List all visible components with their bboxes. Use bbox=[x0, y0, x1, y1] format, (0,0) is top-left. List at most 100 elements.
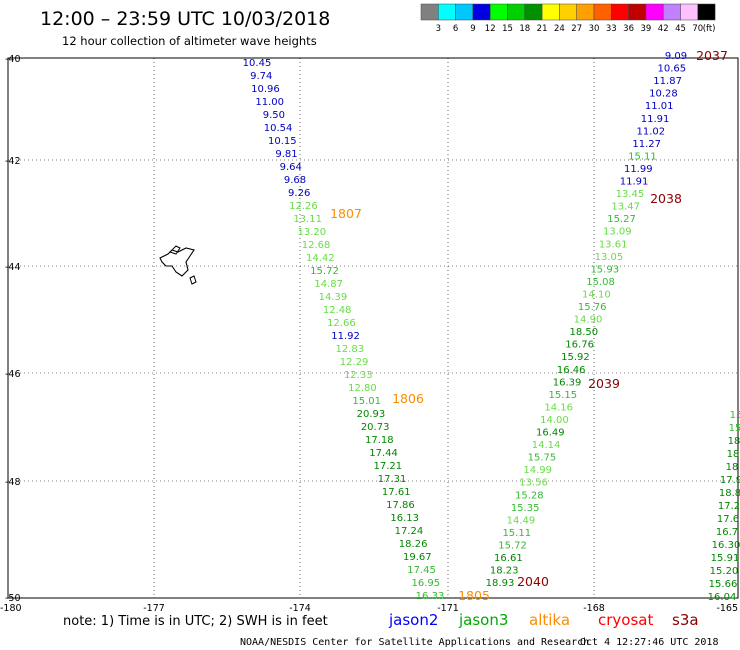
wave-height-value: 9.26 bbox=[288, 188, 310, 199]
wave-height-value: 14.00 bbox=[540, 415, 569, 426]
wave-height-value: 11.01 bbox=[645, 101, 674, 112]
wave-height-value: 10.54 bbox=[264, 123, 293, 134]
wave-height-value: 12.48 bbox=[323, 305, 352, 316]
scale-swatch bbox=[455, 3, 474, 21]
pass-label: 1807 bbox=[330, 206, 362, 221]
wave-height-value: 16.49 bbox=[536, 428, 565, 439]
pass-label: 1806 bbox=[392, 391, 424, 406]
wave-height-value: 14.16 bbox=[544, 402, 573, 413]
wave-height-value: 16.30 bbox=[712, 540, 740, 551]
wave-height-value: 14.90 bbox=[574, 315, 603, 326]
latitude-label: -46 bbox=[5, 369, 21, 380]
wave-height-value: 15.92 bbox=[561, 352, 590, 363]
wave-height-value: 13.45 bbox=[616, 189, 645, 200]
island-outline bbox=[159, 245, 197, 285]
scale-label: 70 bbox=[692, 24, 703, 34]
legend-entry: s3a bbox=[672, 611, 699, 629]
scale-label: 27 bbox=[571, 24, 582, 34]
wave-height-value: 12.83 bbox=[336, 344, 365, 355]
wave-height-value: 16.95 bbox=[411, 578, 440, 589]
wave-height-value: 10.96 bbox=[251, 84, 280, 95]
wave-height-value: 18 bbox=[726, 462, 739, 473]
wave-height-value: 12.26 bbox=[289, 201, 318, 212]
wave-height-value: 14.87 bbox=[314, 279, 343, 290]
scale-swatch bbox=[628, 3, 647, 21]
wave-height-value: 12.80 bbox=[348, 383, 377, 394]
wave-height-value: 14.49 bbox=[507, 515, 536, 526]
wave-height-value: 16.61 bbox=[494, 553, 523, 564]
scale-label: 42 bbox=[658, 24, 669, 34]
wave-height-value: 18.93 bbox=[486, 578, 515, 589]
wave-height-value: 13.56 bbox=[519, 478, 548, 489]
wave-height-value: 15.66 bbox=[709, 579, 738, 590]
wave-height-value: 17.44 bbox=[369, 448, 398, 459]
wave-height-value: 11.91 bbox=[641, 114, 670, 125]
legend-entry: jason2 bbox=[388, 611, 438, 629]
wave-height-value: 20.73 bbox=[361, 422, 390, 433]
wave-height-value: 13.11 bbox=[293, 214, 322, 225]
scale-label: 15 bbox=[502, 24, 513, 34]
map-axis-labels: -40 -42 -44 -46 -48 -50 -177 -174 -171 -168 -180 -1… bbox=[0, 54, 738, 614]
wave-height-value: 15.76 bbox=[578, 302, 607, 313]
wave-height-value: 15.91 bbox=[711, 553, 740, 564]
scale-swatch bbox=[559, 3, 577, 21]
page-title: 12:00 – 23:59 UTC 10/03/2018 bbox=[40, 8, 330, 30]
corner-label-left: -180 bbox=[0, 603, 22, 614]
wave-height-value: 13.61 bbox=[599, 239, 628, 250]
wave-height-value: 15.75 bbox=[528, 453, 557, 464]
wave-height-value: 18.26 bbox=[399, 539, 428, 550]
wave-height-value: 11.99 bbox=[624, 164, 653, 175]
latitude-label: -40 bbox=[5, 54, 21, 65]
scale-label: 21 bbox=[537, 24, 548, 34]
wave-height-value: 15.28 bbox=[515, 490, 544, 501]
wave-height-value: 17.61 bbox=[382, 487, 411, 498]
scale-swatch bbox=[576, 3, 595, 21]
wave-height-value: 15.15 bbox=[549, 390, 578, 401]
scale-swatch bbox=[680, 3, 699, 21]
wave-height-value: 16.13 bbox=[390, 513, 419, 524]
wave-height-value: 14.10 bbox=[582, 289, 611, 300]
wave-height-value: 17.24 bbox=[395, 526, 424, 537]
scale-label: 36 bbox=[623, 24, 634, 34]
latitude-label: -50 bbox=[5, 593, 21, 604]
pass-label: 2039 bbox=[588, 376, 620, 391]
wave-height-value: 9.09 bbox=[665, 51, 687, 62]
wave-height-value: 9.81 bbox=[275, 149, 297, 160]
scale-label: 18 bbox=[519, 24, 530, 34]
wave-height-value: 15 bbox=[729, 423, 740, 434]
scale-swatch bbox=[697, 3, 716, 21]
footer-credit: NOAA/NESDIS Center for Satellite Applica… bbox=[240, 637, 589, 648]
wave-height-value: 18.23 bbox=[490, 566, 519, 577]
wave-height-value: 15.93 bbox=[590, 264, 619, 275]
wave-height-value: 10.65 bbox=[657, 64, 686, 75]
wave-height-value: 15.08 bbox=[586, 277, 615, 288]
scale-swatch bbox=[489, 3, 508, 21]
wave-height-value: 10.15 bbox=[268, 136, 297, 147]
wave-height-value: 9.50 bbox=[263, 110, 285, 121]
wave-height-value: 14.99 bbox=[523, 465, 552, 476]
wave-height-value: 17.86 bbox=[386, 500, 415, 511]
footer-timestamp: Oct 4 12:27:46 UTC 2018 bbox=[580, 637, 718, 648]
wave-height-value: 15.35 bbox=[511, 503, 540, 514]
wave-height-value: 11.02 bbox=[637, 126, 666, 137]
map-gridlines bbox=[8, 58, 738, 598]
wave-height-value: 9.64 bbox=[280, 162, 302, 173]
scale-label: 24 bbox=[554, 24, 565, 34]
wave-height-value: 11.00 bbox=[255, 97, 284, 108]
scale-swatch bbox=[472, 3, 491, 21]
scale-swatch bbox=[541, 3, 560, 21]
wave-height-value: 16.46 bbox=[557, 365, 586, 376]
wave-height-color-scale: 3 6 9 12 15 18 21 24 27 30 33 36 39 42 45 70 (ft) bbox=[420, 3, 716, 34]
wave-height-value: 17.21 bbox=[373, 461, 402, 472]
wave-height-value: 20.93 bbox=[357, 409, 386, 420]
wave-height-value: 15 bbox=[730, 410, 740, 421]
scale-label: 30 bbox=[589, 24, 600, 34]
wave-height-value: 15.72 bbox=[498, 540, 527, 551]
latitude-label: -42 bbox=[5, 156, 21, 167]
wave-height-value: 15.27 bbox=[607, 214, 636, 225]
scale-swatch bbox=[507, 3, 526, 21]
wave-height-value: 13.09 bbox=[603, 227, 632, 238]
wave-height-value: 12.66 bbox=[327, 318, 356, 329]
wave-height-value: 18.50 bbox=[569, 327, 598, 338]
